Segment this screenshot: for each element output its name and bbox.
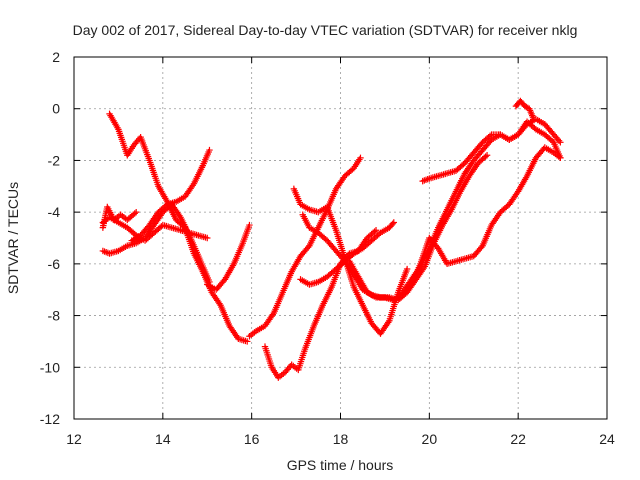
x-tick-labels: 12 14 16 18 20 22 24 [66,431,615,447]
data-point [486,132,494,140]
data-point [390,219,397,226]
data-series [128,146,213,244]
y-axis-title: SDTVAR / TECUs [5,182,21,294]
y-tick-label: -8 [48,308,61,324]
data-point [322,236,329,243]
data-point [132,208,140,216]
data-point [349,251,356,259]
data-point [478,140,485,148]
data-point [304,244,312,251]
y-tick-label: 2 [52,49,60,65]
data-point [403,265,411,273]
data-point [433,243,441,251]
data-markers [99,97,564,381]
data-point [407,282,414,290]
data-point [220,277,227,285]
data-point [357,154,364,162]
data-point [557,154,564,162]
data-series [246,154,364,340]
data-point [478,244,485,251]
data-point [372,227,380,234]
y-tick-label: -4 [48,204,61,220]
y-tick-label: -6 [48,256,61,272]
x-tick-label: 18 [333,431,349,447]
data-point [530,115,537,123]
x-tick-label: 14 [155,431,171,447]
chart-title: Day 002 of 2017, Sidereal Day-to-day VTE… [73,22,578,38]
x-tick-label: 22 [510,431,526,447]
data-series [419,115,564,185]
x-tick-label: 12 [66,431,82,447]
y-tick-label: 0 [52,101,60,117]
y-tick-labels: 2 0 -2 -4 -6 -8 -10 -12 [40,49,60,427]
data-point [389,220,396,227]
data-point [246,221,253,229]
data-point [483,152,491,159]
data-point [371,228,378,235]
data-point [206,146,213,154]
data-point [162,202,169,209]
data-point [244,338,251,345]
data-series [297,219,397,288]
data-series [261,227,380,381]
data-point [557,139,564,146]
data-point [460,161,467,168]
y-tick-label: -10 [40,359,60,375]
data-point [482,153,489,160]
plot-frame [73,56,608,420]
data-series [399,144,564,299]
data-point [375,230,383,238]
data-series [99,203,140,231]
data-series [204,221,253,293]
data-series [346,118,564,304]
x-tick-label: 24 [599,431,615,447]
data-point [131,210,138,217]
x-tick-label: 20 [422,431,438,447]
x-axis-title: GPS time / hours [287,457,394,473]
data-series [512,97,537,123]
data-point [204,234,211,242]
data-point [549,137,556,145]
data-point [531,124,538,132]
y-tick-label: -12 [40,411,60,427]
y-tick-label: -2 [48,152,61,168]
x-tick-label: 16 [244,431,260,447]
